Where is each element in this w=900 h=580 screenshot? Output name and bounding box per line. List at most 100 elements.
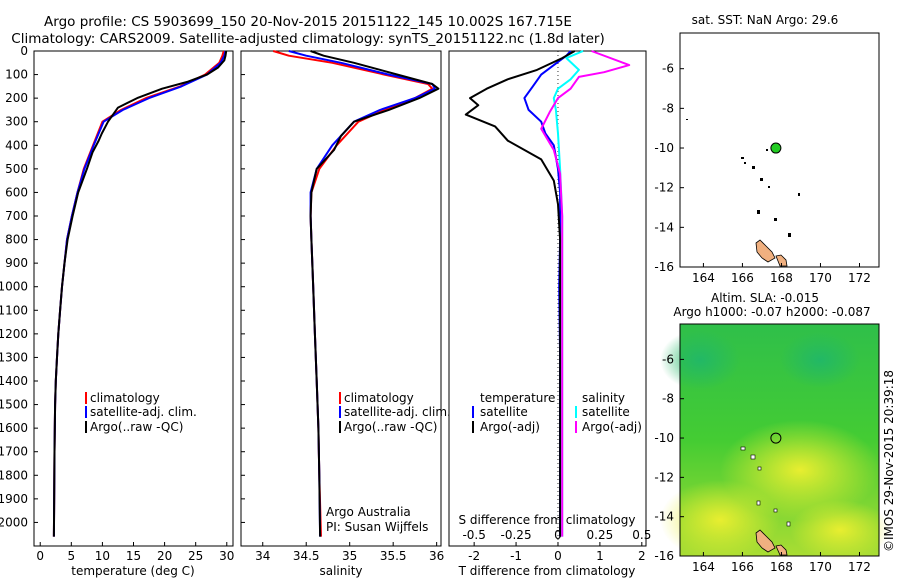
- sla-map-title1: Altim. SLA: -0.015: [711, 291, 819, 305]
- salinity-depth-ticks: [241, 50, 245, 523]
- map-y-tick-label: -16: [654, 260, 674, 274]
- argo-float-marker: [770, 432, 782, 444]
- depth-tick-label: 1600: [0, 421, 28, 435]
- temperature-panel: 0100200300400500600700800900100011001200…: [0, 44, 234, 578]
- map-x-tick-label: 168: [770, 560, 793, 574]
- depth-tick-label: 100: [5, 68, 28, 82]
- x-tick-label: 20: [157, 549, 172, 563]
- depth-tick-label: 1500: [0, 398, 28, 412]
- salinity-axis-label: salinity: [319, 564, 362, 578]
- map-x-tick-label: 164: [692, 271, 715, 285]
- salinity-panel: 34 34.5 35 35.5 36 salinity climatology sate…: [240, 50, 451, 578]
- map-y-tick-label: -14: [654, 510, 674, 524]
- map-x-tick-label: 164: [692, 560, 715, 574]
- salinity-axis-ticks: 34 34.5 35 35.5 36: [255, 542, 444, 563]
- x-tick-label: -2: [468, 549, 480, 563]
- pi-note-line2: PI: Susan Wijffels: [326, 520, 428, 534]
- depth-tick-label: 600: [5, 185, 28, 199]
- sla-map-title2: Argo h1000: -0.07 h2000: -0.087: [673, 305, 870, 319]
- depth-tick-label: 1100: [0, 303, 28, 317]
- difference-series: [464, 50, 631, 537]
- legend-temperature-header: temperature: [480, 391, 555, 405]
- temperature-axis-ticks: 0 5 10 15 20 25 30: [36, 542, 234, 563]
- pi-note-line1: Argo Australia: [326, 505, 411, 519]
- x-tick-label: 1: [596, 549, 604, 563]
- sst-land: [755, 239, 776, 263]
- legend-satellite-adj: satellite-adj. clim.: [90, 405, 197, 419]
- sst-map: sat. SST: NaN Argo: 29.6 164 166 168 170 172…: [654, 13, 880, 285]
- legend-salinity-header: salinity: [582, 391, 625, 405]
- x-tick-label: 34.5: [293, 549, 320, 563]
- x-tick-label: 5: [67, 549, 75, 563]
- salinity-panel-frame: [240, 50, 442, 547]
- map-x-tick-label: 168: [770, 271, 793, 285]
- depth-tick-label: 1000: [0, 280, 28, 294]
- legend-s-argo: Argo(-adj): [582, 420, 642, 434]
- map-x-tick-label: 172: [848, 271, 871, 285]
- depth-tick-label: 2000: [0, 515, 28, 529]
- difference-legend: temperature salinity satellite Argo(-adj…: [472, 391, 642, 434]
- sla-blob: [660, 480, 780, 560]
- sst-land-2: [775, 254, 788, 267]
- x-tick-label: 0: [36, 549, 44, 563]
- salinity-series: [272, 50, 440, 537]
- imos-credit: ©IMOS 29-Nov-2015 20:39:18: [882, 370, 896, 552]
- map-y-tick-label: -16: [654, 549, 674, 563]
- map-y-tick-label: -12: [654, 470, 674, 484]
- x-tick-label: 36: [429, 549, 444, 563]
- map-y-tick-label: -8: [662, 392, 674, 406]
- sst-map-ticks: 164 166 168 170 172 -6 -8 -10 -12 -14 -16: [654, 62, 871, 285]
- legend-t-argo: Argo(-adj): [480, 420, 540, 434]
- map-x-tick-label: 170: [809, 271, 832, 285]
- x-tick-label: 35.5: [380, 549, 407, 563]
- map-y-tick-label: -12: [654, 181, 674, 195]
- legend-argo: Argo(..raw -QC): [344, 420, 437, 434]
- map-y-tick-label: -10: [654, 141, 674, 155]
- legend-climatology: climatology: [90, 391, 160, 405]
- sst-islands: [686, 119, 800, 237]
- depth-tick-label: 700: [5, 209, 28, 223]
- header-title-line1: Argo profile: CS 5903699_150 20-Nov-2015…: [44, 14, 572, 30]
- depth-tick-label: 1300: [0, 350, 28, 364]
- s-difference-label: S difference from climatology: [459, 513, 636, 527]
- sla-land-2: [775, 544, 788, 556]
- depth-tick-label: 0: [20, 44, 28, 58]
- depth-tick-label: 1700: [0, 445, 28, 459]
- map-x-tick-label: 172: [848, 560, 871, 574]
- temperature-legend: climatology satellite-adj. clim. Argo(..…: [85, 391, 197, 434]
- temperature-panel-frame: [33, 50, 234, 547]
- depth-tick-label: 1200: [0, 327, 28, 341]
- depth-tick-label: 1400: [0, 374, 28, 388]
- map-x-tick-label: 166: [731, 271, 754, 285]
- sla-map: Altim. SLA: -0.015 Argo h1000: -0.07 h20…: [654, 291, 890, 574]
- header-title-line2: Climatology: CARS2009. Satellite-adjuste…: [11, 31, 604, 47]
- series-line-s-argo-adj-: [540, 50, 631, 537]
- sla-blob: [790, 500, 890, 560]
- x-tick-label: -1: [510, 549, 522, 563]
- depth-tick-label: 800: [5, 233, 28, 247]
- s-tick-label: -0.5: [462, 528, 485, 542]
- difference-panel: -2 -1 0 1 2 T difference from climatology S …: [448, 50, 651, 578]
- legend-s-satellite: satellite: [582, 405, 630, 419]
- series-line-argo-raw-qc-: [52, 50, 228, 537]
- s-difference-ticks: -0.5 -0.25 0 0.25 0.5: [462, 528, 651, 542]
- sla-map-ticks: 164 166 168 170 172 -6 -8 -10 -12 -14 -16: [654, 352, 871, 574]
- map-y-tick-label: -6: [662, 352, 674, 366]
- s-tick-label: 0.25: [587, 528, 614, 542]
- depth-tick-label: 900: [5, 256, 28, 270]
- difference-panel-frame: [448, 50, 647, 547]
- depth-tick-label: 300: [5, 115, 28, 129]
- temperature-series: [52, 50, 228, 537]
- legend-satellite-adj: satellite-adj. clim.: [344, 405, 451, 419]
- x-tick-label: 10: [95, 549, 110, 563]
- x-tick-label: 25: [188, 549, 203, 563]
- x-tick-label: 35: [342, 549, 357, 563]
- series-line-t-argo-adj-: [464, 50, 576, 537]
- map-y-tick-label: -14: [654, 220, 674, 234]
- depth-tick-label: 500: [5, 162, 28, 176]
- depth-tick-label: 200: [5, 91, 28, 105]
- sla-land: [755, 529, 776, 553]
- depth-axis-ticks: 0 100 200 300 400 500 600 700 800 900 1000 1100 1200…: [0, 44, 38, 529]
- map-y-tick-label: -6: [662, 62, 674, 76]
